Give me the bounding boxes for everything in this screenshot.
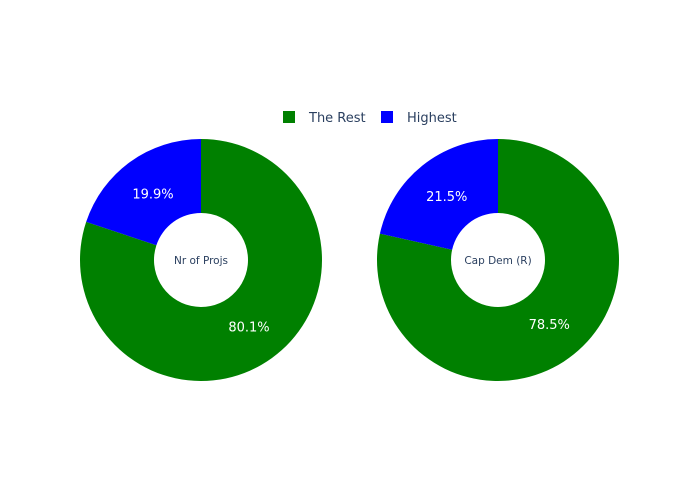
slice-highest-nr-of-projs[interactable] [86,139,201,246]
legend-swatch-highest [381,111,393,123]
slice-highest-cap-dem[interactable] [379,139,498,250]
center-label-nr-of-projs: Nr of Projs [174,255,228,267]
slice-label-the-rest-nr-of-projs: 80.1% [228,320,269,335]
legend-label-highest: Highest [407,111,457,126]
slice-label-highest-nr-of-projs: 19.9% [132,188,173,203]
donut-cap-dem: 78.5% 21.5% Cap Dem (R) [376,139,619,382]
slice-the-rest-nr-of-projs[interactable] [80,139,322,381]
slice-label-the-rest-cap-dem: 78.5% [529,318,570,333]
legend-label-the-rest: The Rest [308,111,366,126]
legend-item-highest[interactable]: Highest [381,111,457,126]
center-label-cap-dem: Cap Dem (R) [464,255,531,267]
slice-label-highest-cap-dem: 21.5% [426,190,467,205]
legend-item-the-rest[interactable]: The Rest [283,111,366,126]
slice-the-rest-cap-dem[interactable] [376,139,619,382]
donut-nr-of-projs: 80.1% 19.9% Nr of Projs [80,139,322,381]
legend-swatch-the-rest [283,111,295,123]
legend: The Rest Highest [283,111,457,126]
